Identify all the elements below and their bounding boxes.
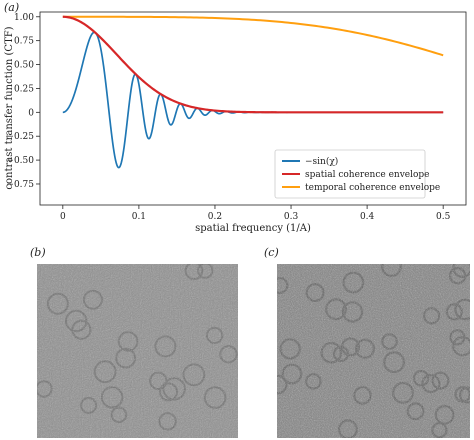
- plot-frame: [39, 11, 467, 206]
- panel-label-b: (b): [30, 246, 46, 259]
- y-axis-ticks: 1.00 0.75 0.50 0.25 0 −0.25 −0.50 −0.75: [6, 13, 40, 190]
- series-line-minus-sin-chi: [62, 31, 444, 169]
- micrograph-image-c: [277, 264, 470, 438]
- x-tick-label: 0.2: [208, 212, 222, 222]
- x-tick-label: 0.5: [436, 212, 451, 222]
- y-tick-label: 1.00: [14, 13, 34, 23]
- x-tick-label: 0: [60, 212, 66, 222]
- y-axis-label: contrast transfer function (CTF): [4, 26, 15, 189]
- micrograph-image-b: [37, 264, 238, 438]
- legend-label-sin: −sin(χ): [305, 156, 338, 167]
- ctf-chart: 1.00 0.75 0.50 0.25 0 −0.25 −0.50 −0.75 0 0.1 0.2…: [4, 11, 467, 234]
- series-line-spatial-coherence-envelope: [62, 15, 444, 114]
- series-line-temporal-coherence-envelope: [62, 15, 444, 57]
- x-axis-label: spatial frequency (1/A): [195, 223, 311, 234]
- legend-label-spatial: spatial coherence envelope: [305, 170, 430, 180]
- y-tick-label: −0.50: [6, 156, 34, 166]
- y-tick-label: 0.25: [14, 84, 34, 94]
- panel-label-c: (c): [264, 246, 279, 259]
- legend: −sin(χ) spatial coherence envelope tempo…: [274, 149, 440, 199]
- legend-label-temporal: temporal coherence envelope: [305, 183, 440, 193]
- legend-box: [274, 149, 426, 199]
- x-tick-label: 0.1: [132, 212, 146, 222]
- y-tick-label: 0: [28, 108, 34, 118]
- x-tick-label: 0.4: [360, 212, 375, 222]
- y-tick-label: −0.75: [6, 180, 34, 190]
- panel-label-a: (a): [4, 1, 20, 14]
- x-axis-ticks: 0 0.1 0.2 0.3 0.4 0.5: [60, 205, 451, 222]
- y-tick-label: −0.25: [6, 132, 34, 142]
- x-tick-label: 0.3: [284, 212, 299, 222]
- y-tick-label: 0.50: [14, 61, 34, 71]
- y-tick-label: 0.75: [14, 37, 34, 47]
